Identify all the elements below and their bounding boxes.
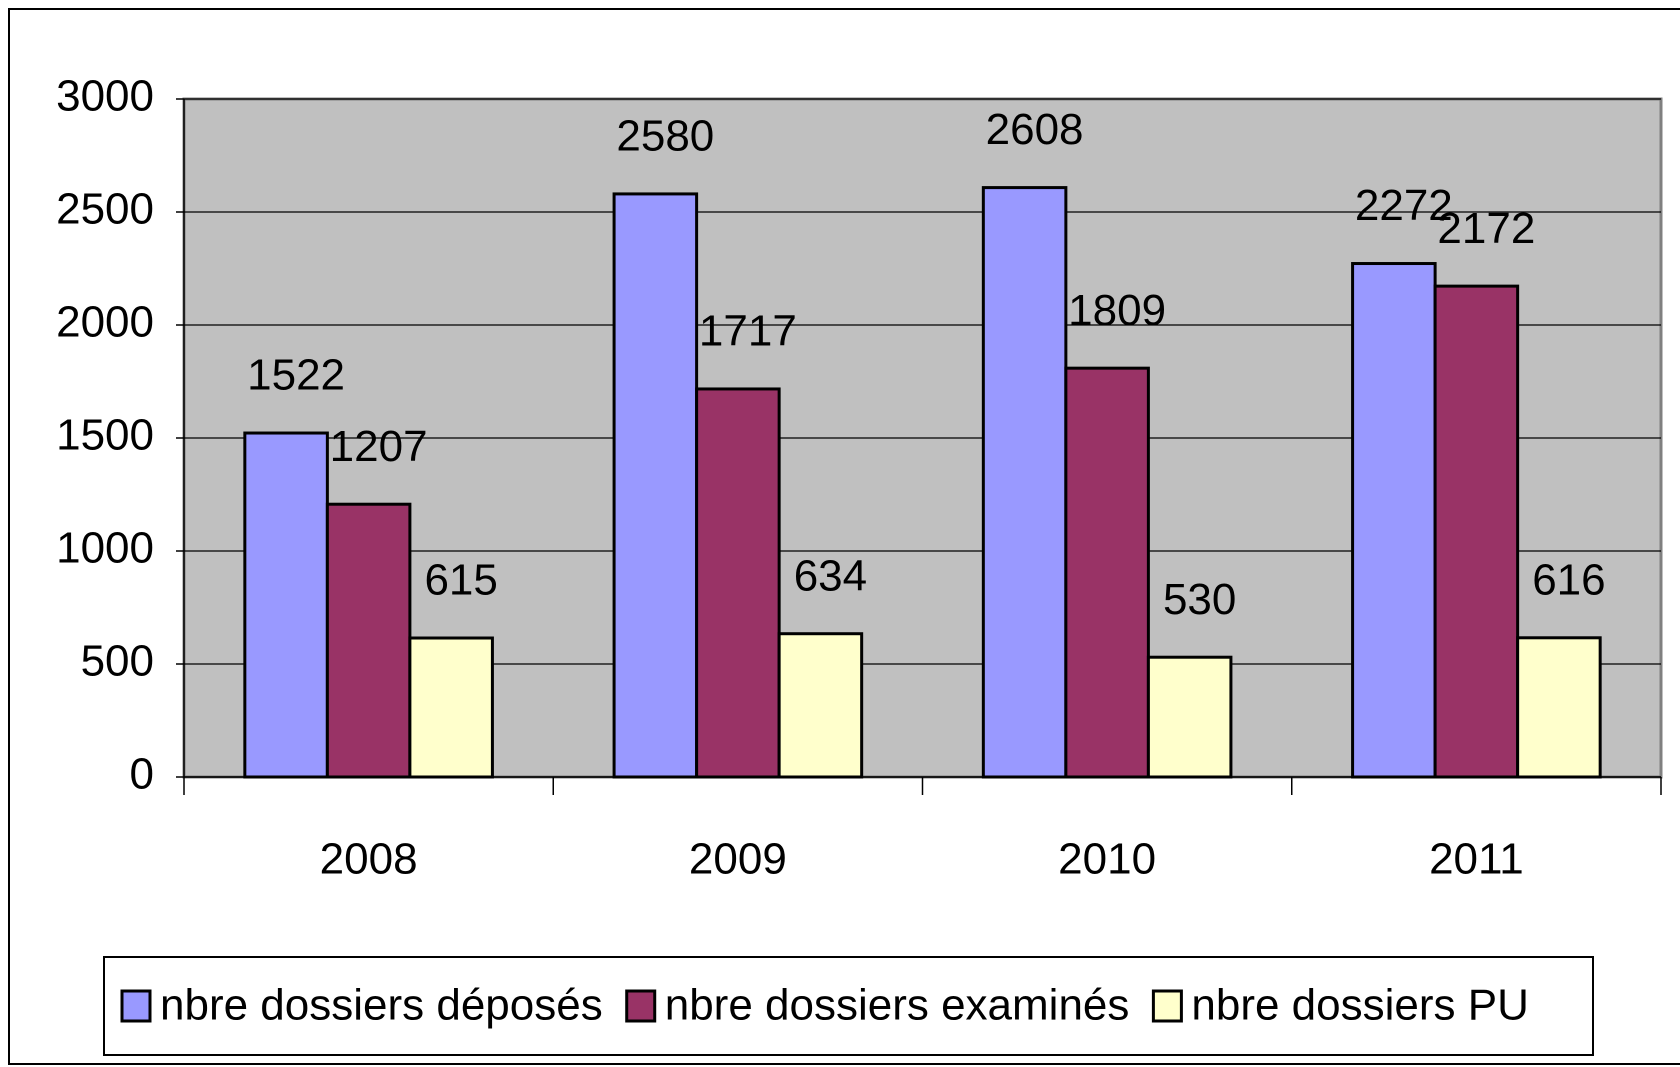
bar	[777, 632, 864, 779]
data-label: 530	[1163, 575, 1236, 624]
y-tick-label: 1000	[56, 524, 154, 573]
data-label: 2608	[986, 105, 1084, 154]
data-label: 2272	[1355, 181, 1453, 230]
bar	[408, 636, 494, 779]
bar	[981, 186, 1068, 779]
bar	[1433, 284, 1520, 779]
x-tick-label: 2009	[689, 835, 787, 884]
legend-swatch	[120, 989, 152, 1023]
y-tick-label: 3000	[56, 72, 154, 121]
x-tick-label: 2008	[320, 835, 418, 884]
bar	[1146, 655, 1233, 779]
data-label: 615	[424, 556, 497, 605]
data-label: 2172	[1437, 204, 1535, 253]
bar	[325, 502, 412, 779]
bar	[612, 192, 699, 779]
legend-label: nbre dossiers déposés	[160, 981, 603, 1030]
y-tick-label: 2000	[56, 298, 154, 347]
legend-swatch	[625, 989, 657, 1023]
bar	[1064, 366, 1150, 779]
chart-border	[8, 8, 1680, 1065]
x-tick-label: 2010	[1058, 835, 1156, 884]
x-tick-label: 2011	[1429, 835, 1524, 884]
bar	[695, 387, 781, 779]
y-tick-label: 0	[130, 750, 154, 799]
bar	[243, 431, 329, 779]
legend-swatch	[1151, 989, 1183, 1023]
legend-label: nbre dossiers PU	[1191, 981, 1528, 1030]
data-label: 1717	[699, 307, 797, 356]
legend-box	[103, 956, 1594, 1056]
data-label: 1522	[247, 351, 345, 400]
bar	[1351, 262, 1437, 779]
y-tick-label: 1500	[56, 411, 154, 460]
y-tick-label: 500	[81, 637, 154, 686]
data-label: 2580	[616, 112, 714, 161]
data-label: 1207	[330, 422, 428, 471]
data-label: 1809	[1068, 286, 1166, 335]
y-tick-label: 2500	[56, 185, 154, 234]
bar	[1516, 636, 1602, 779]
data-label: 616	[1532, 555, 1605, 604]
legend-label: nbre dossiers examinés	[665, 981, 1130, 1030]
data-label: 634	[794, 551, 867, 600]
